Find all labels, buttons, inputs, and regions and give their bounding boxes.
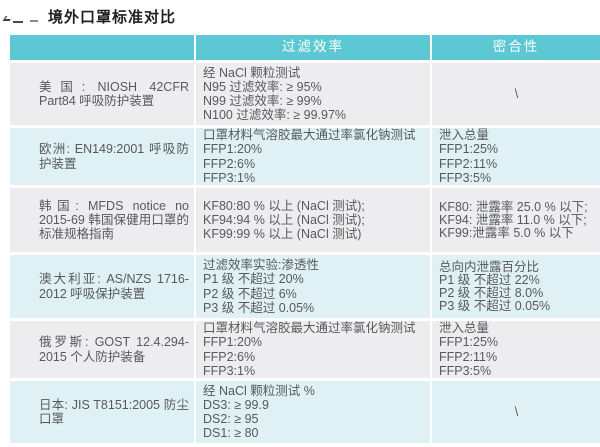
japan-standard-cell: 日本: JIS T8151:2005 防尘口罩 <box>10 381 194 443</box>
standards-table: 过滤效率 密合性 美国: NIOSH 42CFR Part84 呼吸防护装置 经… <box>10 35 600 443</box>
logo-mark-icon <box>2 16 13 21</box>
page-title: 境外口罩标准对比 <box>48 9 177 26</box>
header-fit: 密合性 <box>432 35 600 60</box>
usa-standard-cell: 美国: NIOSH 42CFR Part84 呼吸防护装置 <box>10 63 194 125</box>
australia-fit-cell: 总向内泄露百分比 P1 级 不超过 22% P2 级 不超过 8.0% P3 级… <box>432 255 600 318</box>
australia-filtration-cell: 过滤效率实验:渗透性 P1 级 不超过 20% P2 级 不超过 6% P3 级… <box>196 255 430 318</box>
russia-fit-cell: 泄入总量 FFP1:25% FFP2:11% FFP3:5% <box>432 321 600 378</box>
australia-standard-cell: 澳大利亚: AS/NZS 1716-2012 呼吸保护装置 <box>10 255 194 318</box>
korea-fit-cell: KF80: 泄露率 25.0 % 以下; KF94: 泄露率 11.0 % 以下… <box>432 188 600 252</box>
russia-standard-cell: 俄罗斯: GOST 12.4.294-2015 个人防护装备 <box>10 321 194 378</box>
korea-filtration-cell: KF80:80 % 以上 (NaCl 测试); KF94:94 % 以上 (Na… <box>196 188 430 252</box>
cropped-watermark-logo <box>2 14 42 26</box>
usa-filtration-cell: 经 NaCl 颗粒测试 N95 过滤效率: ≥ 95% N99 过滤效率: ≥ … <box>196 63 430 125</box>
russia-filtration-cell: 口罩材料气溶胶最大通过率氯化钠测试 FFP1:20% FFP2:6% FFP3:… <box>196 321 430 378</box>
europe-standard-cell: 欧洲: EN149:2001 呼吸防护装置 <box>10 128 194 185</box>
logo-dash-icon <box>13 21 23 23</box>
europe-filtration-cell: 口罩材料气溶胶最大通过率氯化钠测试 FFP1:20% FFP2:6% FFP3:… <box>196 128 430 185</box>
usa-fit-cell: \ <box>432 63 600 125</box>
korea-standard-cell: 韩国: MFDS notice no 2015-69 韩国保健用口罩的标准规格指… <box>10 188 194 252</box>
europe-fit-cell: 泄入总量 FFP1:25% FFP2:11% FFP3:5% <box>432 128 600 185</box>
japan-fit-cell: \ <box>432 381 600 443</box>
header-standard <box>10 35 194 60</box>
header-filtration-efficiency: 过滤效率 <box>196 35 430 60</box>
japan-filtration-cell: 经 NaCl 颗粒测试 % DS3: ≥ 99.9 DS2: ≥ 95 DS1:… <box>196 381 430 443</box>
logo-dash-icon <box>30 20 38 22</box>
